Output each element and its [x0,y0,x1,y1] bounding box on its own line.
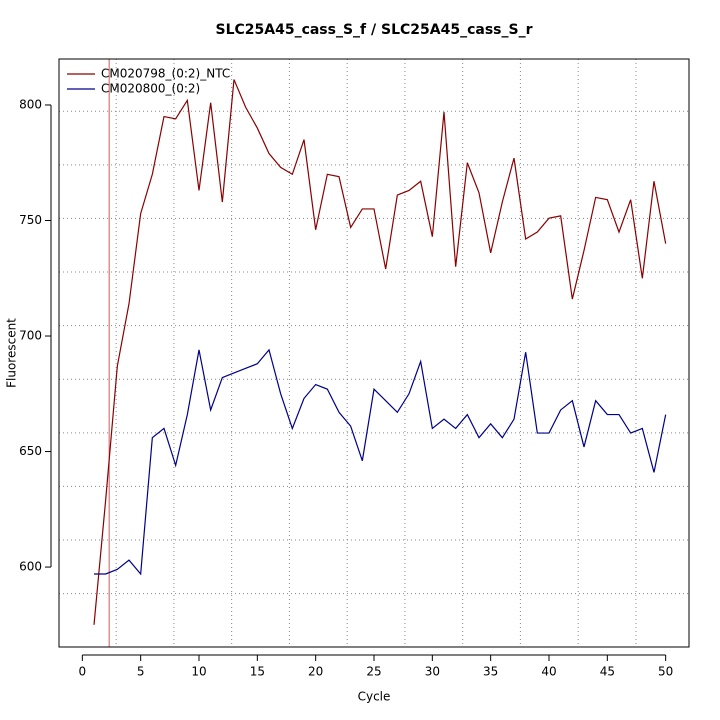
y-axis-label: Fluorescent [5,318,19,388]
y-tick-label: 600 [19,560,42,574]
x-tick-label: 45 [600,665,615,679]
legend-label: CM020800_(0:2) [101,82,200,96]
y-tick-label: 750 [19,213,42,227]
x-tick-label: 30 [425,665,440,679]
x-tick-label: 5 [137,665,145,679]
x-tick-label: 40 [541,665,556,679]
chart-title: SLC25A45_cass_S_f / SLC25A45_cass_S_r [215,22,532,38]
series-line [94,348,667,576]
x-tick-label: 35 [483,665,498,679]
legend-label: CM020798_(0:2)_NTC [101,67,230,81]
x-tick-label: 0 [79,665,87,679]
y-tick-label: 800 [19,97,42,111]
y-tick-label: 700 [19,329,42,343]
x-tick-label: 10 [191,665,206,679]
x-axis-label: Cycle [358,690,391,704]
x-tick-label: 20 [308,665,323,679]
x-tick-label: 25 [366,665,381,679]
y-tick-label: 650 [19,444,42,458]
x-tick-label: 15 [250,665,265,679]
x-tick-label: 50 [658,665,673,679]
series-line [93,79,667,625]
plot-frame [58,58,690,648]
